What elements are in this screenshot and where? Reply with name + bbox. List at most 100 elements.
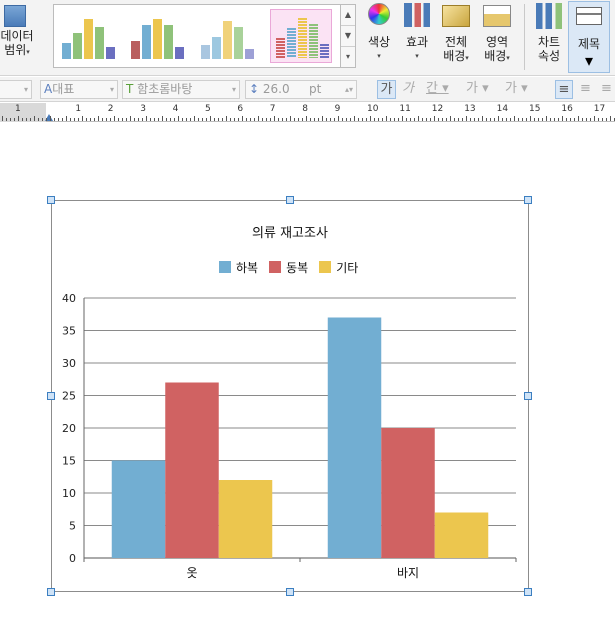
indent-marker-icon[interactable]: [45, 114, 53, 121]
gallery-expand-icon[interactable]: ▾: [345, 52, 350, 61]
ruler-tick: [14, 118, 15, 121]
font-size-field[interactable]: ↕ 26.0 pt ▴▾: [245, 80, 357, 99]
ruler-tick: [214, 118, 215, 121]
y-tick-label: 25: [62, 390, 76, 403]
legend-label-1: 하복: [236, 260, 259, 275]
color-button[interactable]: 색상 ▾: [361, 3, 397, 63]
chart-style-4[interactable]: [270, 9, 332, 63]
resize-handle-top[interactable]: [286, 196, 294, 204]
align-left-button[interactable]: ≡: [555, 80, 573, 99]
ruler-tick: [46, 118, 47, 121]
chart-title[interactable]: 의류 재고조사: [252, 226, 328, 241]
data-range-button[interactable]: 데이터 범위▾: [0, 5, 34, 59]
ruler-number: 4: [172, 104, 179, 114]
bold-button[interactable]: 가: [377, 80, 396, 99]
ruler-tick: [86, 118, 87, 121]
ruler-tick: [146, 116, 147, 121]
align-center-button[interactable]: ≡: [580, 81, 591, 96]
ruler-tick: [142, 118, 143, 121]
left-dropdown[interactable]: ▾: [0, 80, 32, 99]
ruler-tick: [370, 116, 371, 121]
ruler-tick: [346, 118, 347, 121]
title-button[interactable]: 제목 ▾: [568, 1, 610, 73]
chevron-down-icon[interactable]: ▼: [341, 26, 355, 47]
ruler-tick: [174, 118, 175, 121]
ruler-tick: [522, 118, 523, 121]
ruler-tick: [206, 118, 207, 121]
chart-props-icon: [536, 3, 562, 29]
ruler-tick: [38, 118, 39, 121]
ruler-tick: [122, 118, 123, 121]
legend-swatch-2: [269, 261, 282, 273]
chart-style-2[interactable]: [126, 9, 188, 63]
ruler-tick: [182, 118, 183, 121]
ruler-tick: [586, 118, 587, 121]
align-right-button[interactable]: ≡: [601, 81, 612, 96]
ruler-number: 9: [334, 104, 341, 114]
x-tick-label: 옷: [186, 566, 197, 580]
chevron-up-icon[interactable]: ▲: [341, 5, 355, 26]
ruler-tick: [30, 118, 31, 121]
ruler-tick: [166, 118, 167, 121]
font-icon: T: [126, 82, 138, 96]
italic-button[interactable]: 가: [402, 81, 414, 96]
ruler-tick: [446, 118, 447, 121]
effect-label: 효과: [405, 35, 429, 49]
background-area-button[interactable]: 영역 배경▾: [478, 3, 516, 65]
chart-legend[interactable]: 하복 동복 기타: [219, 259, 369, 275]
underline-button[interactable]: 간 ▾: [426, 81, 449, 96]
resize-handle-left[interactable]: [47, 392, 55, 400]
resize-handle-bottom-left[interactable]: [47, 588, 55, 596]
ruler-tick: [186, 118, 187, 121]
ruler-tick: [410, 118, 411, 121]
ruler-tick: [422, 118, 423, 121]
title-label: 제목: [577, 37, 601, 51]
ruler-tick: [150, 118, 151, 121]
ruler-number: 12: [431, 104, 444, 114]
ruler-tick: [242, 116, 243, 121]
strikethrough-button[interactable]: 가 ▾: [466, 81, 489, 96]
ruler-tick: [22, 118, 23, 121]
chevron-down-icon: ▾: [584, 51, 594, 70]
effect-bars-icon: [404, 3, 430, 27]
ruler-tick: [266, 118, 267, 121]
legend-swatch-3: [319, 261, 332, 273]
ruler-tick: [66, 116, 67, 121]
y-tick-label: 5: [69, 520, 76, 533]
resize-handle-bottom[interactable]: [286, 588, 294, 596]
ruler-tick: [322, 116, 323, 121]
ruler-tick: [6, 118, 7, 121]
ruler-tick: [234, 118, 235, 121]
style-dropdown[interactable]: A대표 ▾: [40, 80, 118, 99]
ruler-tick: [386, 116, 387, 121]
ruler-tick: [366, 118, 367, 121]
ruler-tick: [74, 118, 75, 121]
background-all-button[interactable]: 전체 배경▾: [438, 3, 474, 65]
chart-properties-button[interactable]: 차트 속성: [529, 3, 569, 63]
ruler-tick: [158, 118, 159, 121]
ruler-tick: [502, 118, 503, 121]
resize-handle-right[interactable]: [524, 392, 532, 400]
ruler-tick: [90, 118, 91, 121]
ruler-tick: [250, 118, 251, 121]
ruler-tick: [286, 118, 287, 121]
font-dropdown[interactable]: T 함초롬바탕 ▾: [122, 80, 240, 99]
chart-style-1[interactable]: [57, 9, 119, 63]
ruler-tick: [406, 118, 407, 121]
ruler-tick: [262, 118, 263, 121]
x-tick-label: 바지: [397, 566, 419, 580]
effect-button[interactable]: 효과 ▾: [399, 3, 435, 63]
ruler-tick: [70, 118, 71, 121]
color-wheel-icon: [368, 3, 390, 25]
resize-handle-top-right[interactable]: [524, 196, 532, 204]
chart-style-3[interactable]: [196, 9, 258, 63]
resize-handle-bottom-right[interactable]: [524, 588, 532, 596]
ruler-tick: [154, 118, 155, 121]
ruler-number: 5: [205, 104, 211, 114]
ribbon-separator: [524, 4, 525, 70]
ruler-number: 17: [593, 104, 606, 114]
resize-handle-top-left[interactable]: [47, 196, 55, 204]
text-color-button[interactable]: 가 ▾: [505, 81, 528, 96]
gallery-scroll[interactable]: ▲ ▼ ▾: [341, 4, 356, 68]
